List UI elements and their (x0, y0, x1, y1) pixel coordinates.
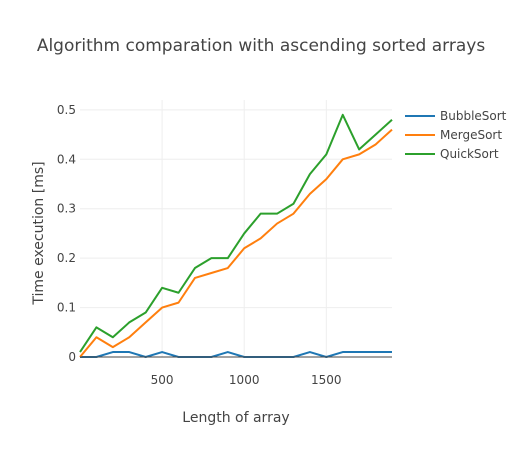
y-tick-label: 0.1 (57, 301, 76, 315)
x-axis-title: Length of array (182, 410, 289, 426)
y-tick-label: 0.3 (57, 202, 76, 216)
y-axis-title: Time execution [ms] (31, 161, 47, 305)
series-line-mergesort[interactable] (79, 128, 393, 358)
legend-label: BubbleSort (440, 109, 507, 123)
x-tick-label: 1500 (311, 373, 342, 387)
plot-area[interactable] (79, 113, 393, 358)
legend-item-mergesort[interactable]: MergeSort (405, 128, 502, 142)
series-line-quicksort[interactable] (79, 113, 393, 353)
y-tick-label: 0 (68, 350, 76, 364)
grid (80, 100, 392, 357)
series-line-bubblesort[interactable] (80, 351, 392, 358)
tick-labels: 0 0.1 0.2 0.3 0.4 0.5 500 1000 1500 (57, 103, 342, 387)
legend-label: MergeSort (440, 128, 502, 142)
legend-item-quicksort[interactable]: QuickSort (405, 147, 499, 161)
legend-label: QuickSort (440, 147, 499, 161)
chart-title: Algorithm comparation with ascending sor… (37, 36, 486, 56)
y-tick-label: 0.5 (57, 103, 76, 117)
y-tick-label: 0.2 (57, 251, 76, 265)
legend-item-bubblesort[interactable]: BubbleSort (405, 109, 507, 123)
x-tick-label: 500 (151, 373, 174, 387)
x-tick-label: 1000 (229, 373, 260, 387)
legend[interactable]: BubbleSort MergeSort QuickSort (405, 109, 507, 161)
y-tick-label: 0.4 (57, 152, 76, 166)
